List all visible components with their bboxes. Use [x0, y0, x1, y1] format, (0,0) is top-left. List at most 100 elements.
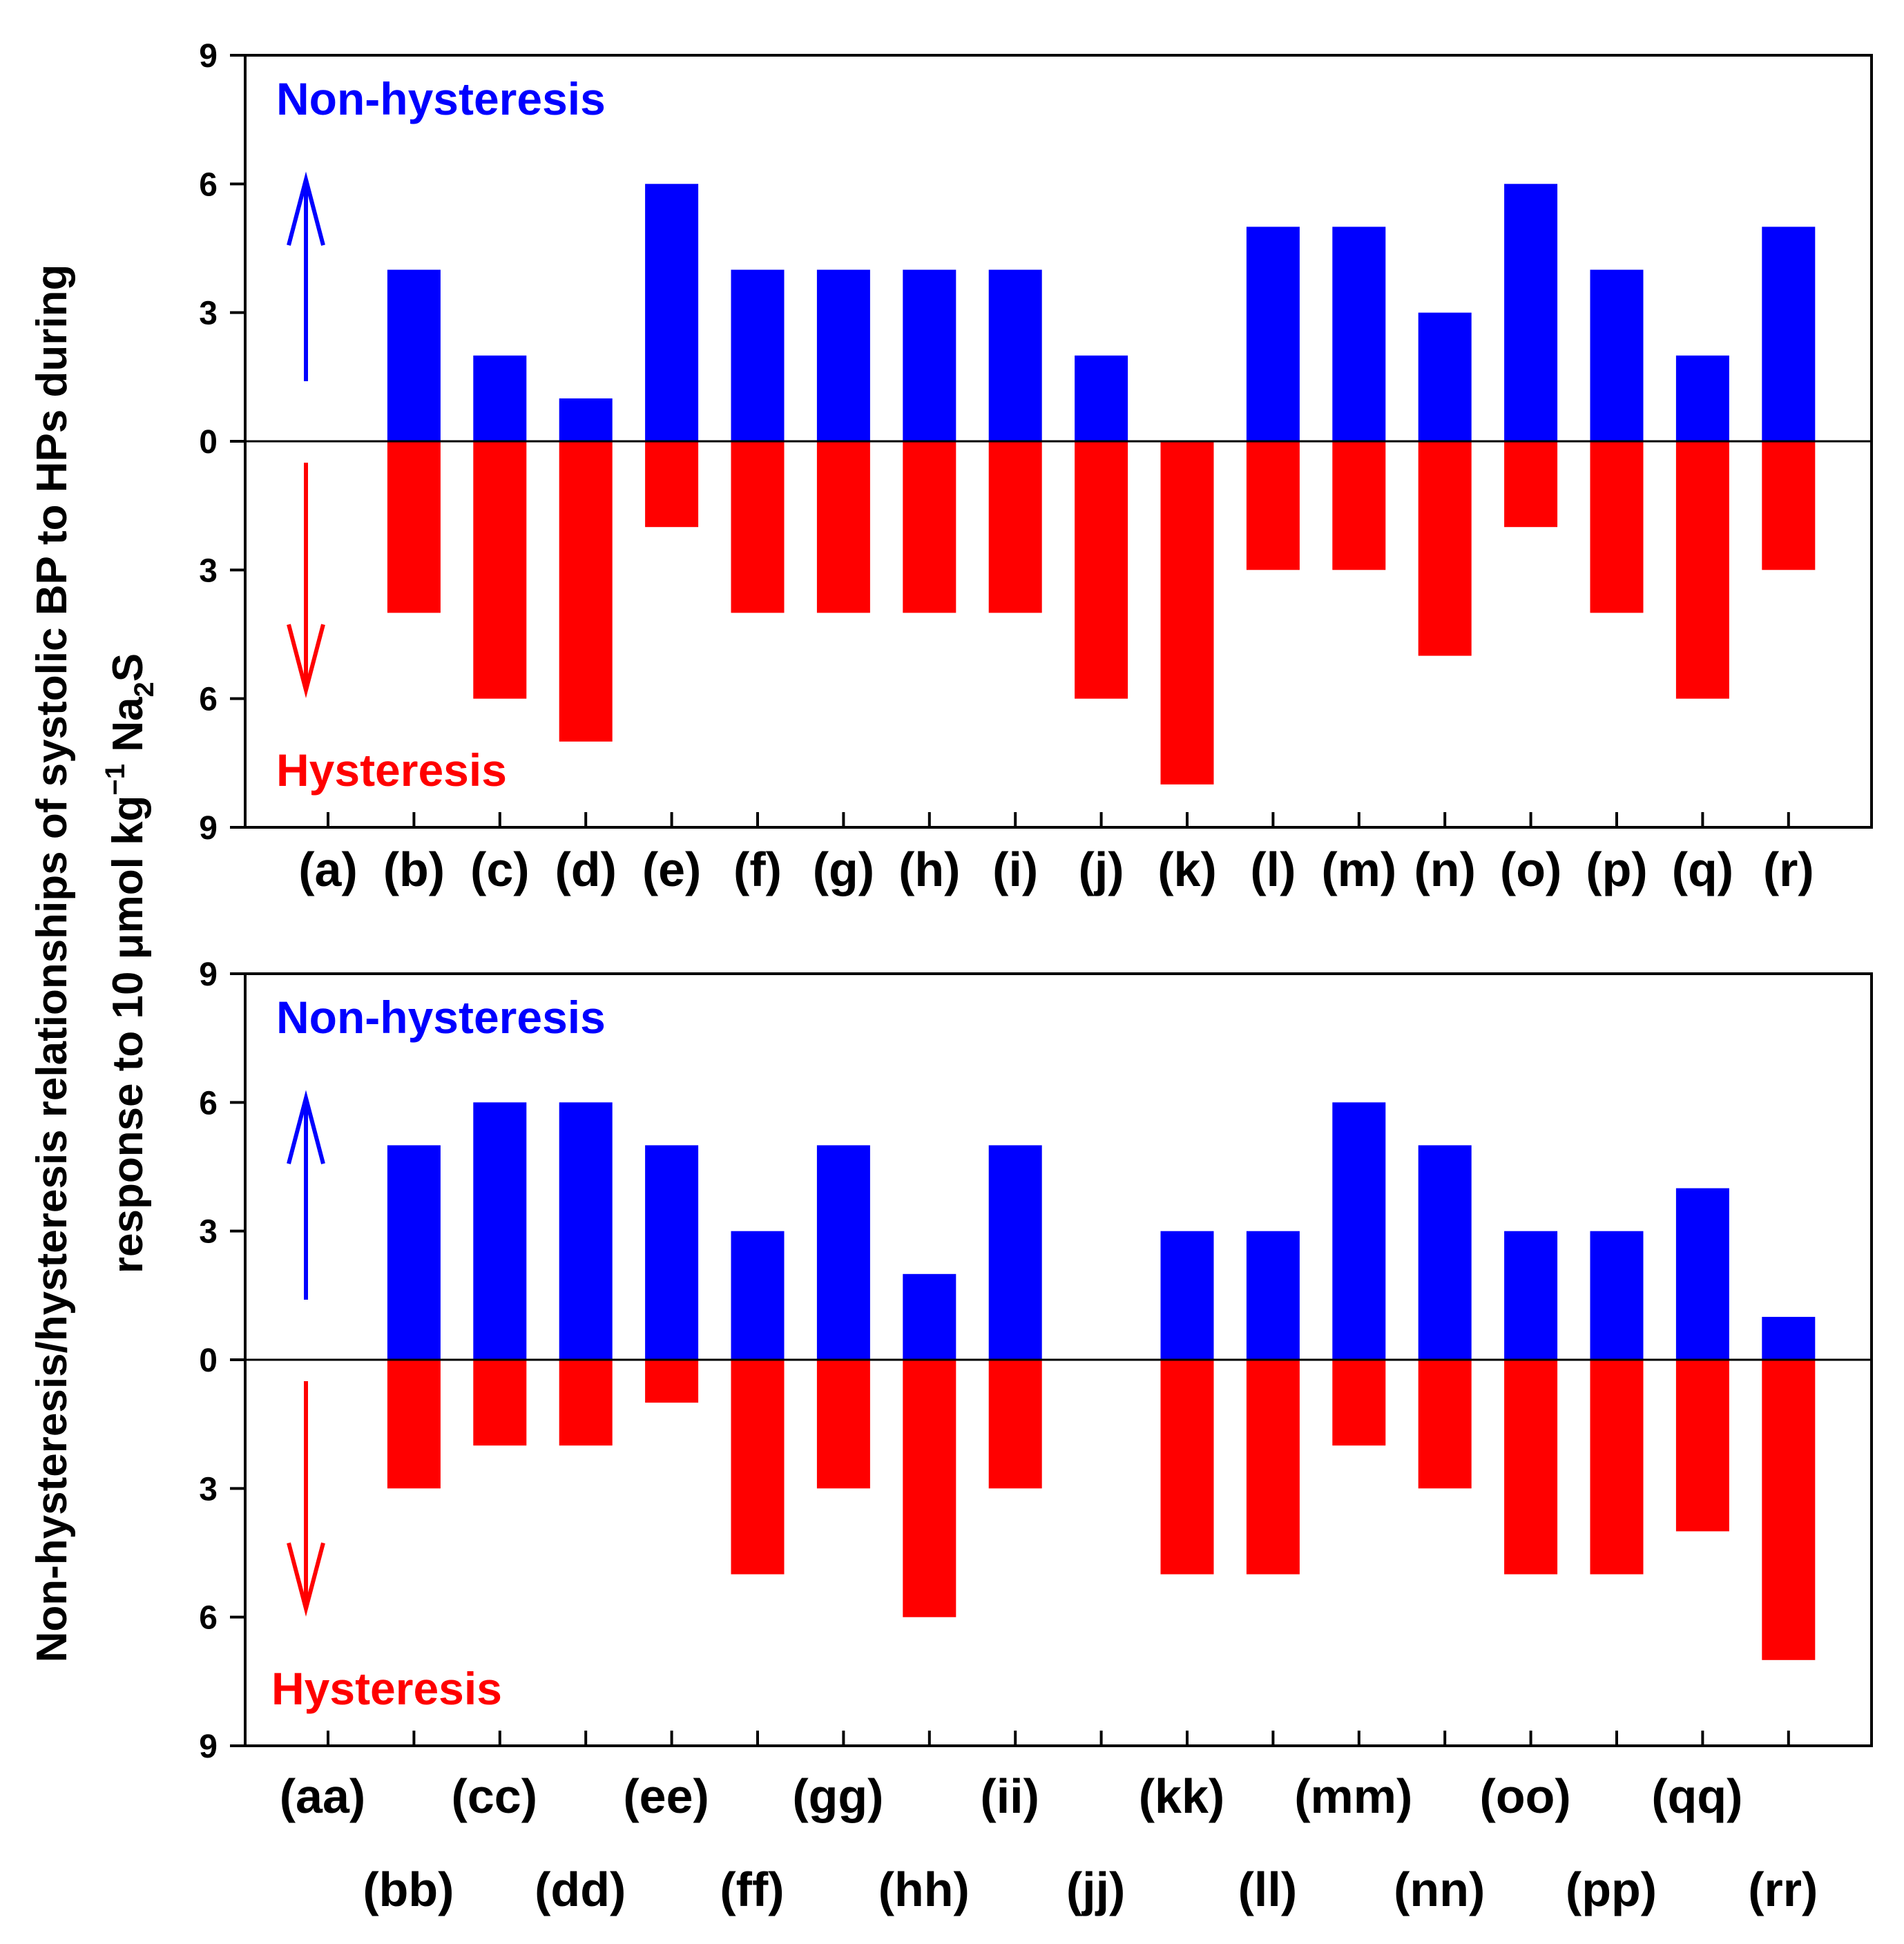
bar-hysteresis-h [903, 441, 956, 613]
bar-non-hysteresis-ee [645, 1145, 699, 1360]
bar-non-hysteresis-cc [473, 1102, 527, 1360]
bottom-panel: 9630369(aa)(bb)(cc)(dd)(ee)(ff)(gg)(hh)(… [199, 956, 1873, 1916]
x-category-label: (kk) [1139, 1769, 1224, 1823]
y-tick-label: 6 [199, 682, 218, 718]
bar-non-hysteresis-ii [988, 1145, 1042, 1360]
bar-non-hysteresis-m [1332, 227, 1386, 441]
bar-non-hysteresis-rr [1762, 1316, 1816, 1360]
bar-hysteresis-mm [1332, 1360, 1386, 1446]
bar-non-hysteresis-b [387, 269, 441, 441]
hysteresis-annotation: Hysteresis [276, 744, 507, 796]
y-tick-label: 3 [199, 552, 218, 589]
bar-non-hysteresis-f [731, 269, 785, 441]
x-category-label: (aa) [280, 1769, 365, 1823]
bar-hysteresis-f [731, 441, 785, 613]
y-axis-label-line2-suffix: S [104, 653, 152, 682]
bar-hysteresis-d [559, 441, 613, 742]
bar-non-hysteresis-gg [816, 1145, 870, 1360]
bar-hysteresis-g [816, 441, 870, 613]
bar-hysteresis-j [1075, 441, 1128, 699]
x-category-label: (rr) [1748, 1863, 1818, 1916]
bar-non-hysteresis-o [1504, 184, 1558, 441]
hysteresis-arrow-head [287, 624, 325, 699]
bar-hysteresis-o [1504, 441, 1558, 528]
y-axis-label: Non-hysteresis/hysteresis relationships … [28, 264, 160, 1663]
y-axis-label-superscript: −1 [100, 764, 131, 796]
bar-hysteresis-r [1762, 441, 1816, 570]
bar-non-hysteresis-e [645, 184, 699, 441]
bar-hysteresis-b [387, 441, 441, 613]
x-category-label: (k) [1157, 843, 1217, 896]
bar-hysteresis-oo [1504, 1360, 1558, 1575]
hysteresis-arrow-head [287, 1542, 325, 1617]
bar-hysteresis-qq [1675, 1360, 1729, 1532]
non-hysteresis-arrow-head [287, 1090, 325, 1164]
x-category-label: (ff) [720, 1863, 784, 1916]
bar-non-hysteresis-qq [1675, 1188, 1729, 1360]
bar-non-hysteresis-p [1590, 269, 1644, 441]
y-axis-label-line1: Non-hysteresis/hysteresis relationships … [28, 264, 76, 1663]
bar-hysteresis-cc [473, 1360, 527, 1446]
bar-non-hysteresis-r [1762, 227, 1816, 441]
x-category-label: (mm) [1294, 1769, 1412, 1823]
y-axis-label-line2-prefix: response to 10 μmol kg [104, 796, 152, 1274]
x-category-label: (ii) [980, 1769, 1039, 1823]
bar-non-hysteresis-mm [1332, 1102, 1386, 1360]
x-category-label: (jj) [1066, 1863, 1126, 1916]
x-category-label: (f) [733, 843, 782, 896]
bar-hysteresis-hh [903, 1360, 956, 1617]
bar-hysteresis-kk [1160, 1360, 1214, 1575]
x-category-label: (a) [298, 843, 358, 896]
x-category-label: (dd) [535, 1863, 626, 1916]
bar-hysteresis-q [1675, 441, 1729, 699]
x-category-label: (e) [642, 843, 702, 896]
bar-hysteresis-c [473, 441, 527, 699]
bar-non-hysteresis-ff [731, 1231, 785, 1360]
hysteresis-annotation: Hysteresis [271, 1663, 502, 1714]
bar-non-hysteresis-g [816, 269, 870, 441]
y-tick-label: 3 [199, 1214, 218, 1251]
x-category-label: (gg) [792, 1769, 883, 1823]
x-category-label: (m) [1321, 843, 1396, 896]
x-category-label: (h) [898, 843, 960, 896]
x-category-label: (cc) [452, 1769, 537, 1823]
bar-hysteresis-m [1332, 441, 1386, 570]
bar-hysteresis-p [1590, 441, 1644, 613]
bar-hysteresis-ee [645, 1360, 699, 1403]
bar-hysteresis-e [645, 441, 699, 528]
non-hysteresis-annotation: Non-hysteresis [276, 73, 606, 124]
bar-hysteresis-n [1418, 441, 1472, 656]
y-axis-label-subscript: 2 [129, 682, 160, 697]
x-category-label: (pp) [1566, 1863, 1657, 1916]
x-category-label: (nn) [1394, 1863, 1485, 1916]
x-category-label: (r) [1763, 843, 1814, 896]
bar-hysteresis-k [1160, 441, 1214, 785]
y-tick-label: 9 [199, 38, 218, 75]
x-category-label: (n) [1414, 843, 1476, 896]
bar-hysteresis-l [1246, 441, 1300, 570]
top-panel: 9 6 3 0 3 6 9 (a) (b) (c) (d) (e) (f) (g) (h) (i) (j) (k)… [199, 38, 1873, 896]
y-tick-label: 9 [199, 956, 218, 993]
bar-non-hysteresis-d [559, 398, 613, 441]
y-tick-label: 3 [199, 1471, 218, 1508]
bar-hysteresis-ff [731, 1360, 785, 1575]
x-category-label: (g) [813, 843, 874, 896]
y-tick-label: 6 [199, 1600, 218, 1637]
x-category-label: (o) [1500, 843, 1561, 896]
bar-non-hysteresis-n [1418, 312, 1472, 441]
bar-hysteresis-ll [1246, 1360, 1300, 1575]
bar-non-hysteresis-ll [1246, 1231, 1300, 1360]
y-tick-label: 3 [199, 296, 218, 332]
bar-non-hysteresis-q [1675, 355, 1729, 441]
x-category-label: (l) [1250, 843, 1296, 896]
x-category-label: (c) [470, 843, 530, 896]
x-category-label: (b) [383, 843, 445, 896]
y-tick-label: 6 [199, 166, 218, 203]
bar-non-hysteresis-oo [1504, 1231, 1558, 1360]
bar-non-hysteresis-dd [559, 1102, 613, 1360]
bar-non-hysteresis-c [473, 355, 527, 441]
x-category-label: (j) [1079, 843, 1124, 896]
bar-non-hysteresis-hh [903, 1273, 956, 1360]
bar-hysteresis-ii [988, 1360, 1042, 1489]
